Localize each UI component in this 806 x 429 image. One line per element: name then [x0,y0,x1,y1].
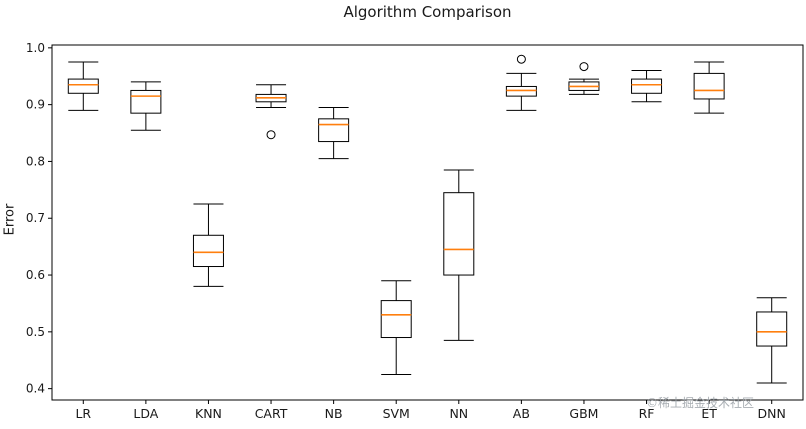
y-tick-label: 0.9 [26,98,45,112]
box-ET [693,72,725,100]
outlier-CART [266,130,276,140]
x-tick-label: DNN [758,406,786,421]
axes-frame [51,44,804,401]
box-LDA [130,89,162,114]
box-NN [443,192,475,276]
box-LR [67,78,99,94]
box-AB [505,85,537,97]
y-tick-label: 0.6 [26,268,45,282]
x-tick-label: AB [513,406,530,421]
x-tick-label: CART [255,406,288,421]
x-tick-label: NB [325,406,343,421]
y-axis-label: Error [2,203,18,236]
chart-title: Algorithm Comparison [343,3,512,21]
x-tick-label: ET [701,406,717,421]
x-tick-label: LDA [133,406,158,421]
y-tick-label: 0.8 [26,154,45,168]
y-tick-label: 0.4 [26,382,45,396]
box-RF [631,78,663,94]
y-tick-label: 1.0 [26,41,45,55]
x-tick-label: SVM [383,406,410,421]
y-tick-label: 0.5 [26,325,45,339]
x-tick-label: NN [449,406,468,421]
x-tick-label: GBM [569,406,598,421]
box-SVM [380,300,412,339]
x-tick-label: LR [75,406,91,421]
x-tick-label: RF [639,406,655,421]
watermark: ©稀土掘金技术社区 [646,396,755,410]
outlier-GBM [579,62,589,72]
box-KNN [192,234,224,268]
outlier-AB [516,54,526,64]
box-NB [318,118,350,143]
x-tick-label: KNN [195,406,222,421]
y-tick-label: 0.7 [26,211,45,225]
box-DNN [756,311,788,347]
